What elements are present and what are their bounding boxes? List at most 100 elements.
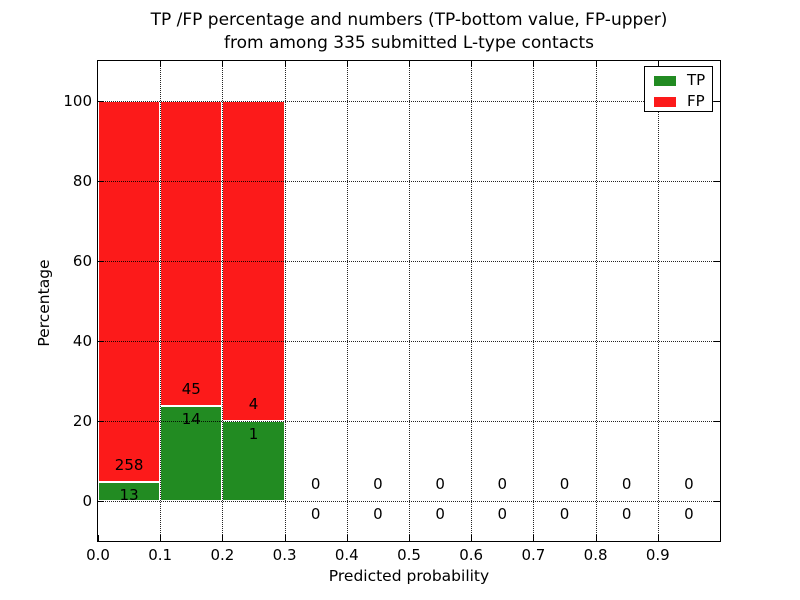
x-tick-mark-top bbox=[533, 61, 535, 67]
tp-count-label: 0 bbox=[435, 505, 445, 523]
bar-segment-tp bbox=[222, 421, 285, 501]
fp-count-label: 4 bbox=[248, 395, 259, 413]
gridline-vertical bbox=[533, 61, 535, 541]
y-tick-mark-right bbox=[714, 181, 720, 182]
tp-count-label: 0 bbox=[373, 505, 383, 523]
legend-swatch-tp bbox=[654, 76, 676, 86]
x-tick-mark bbox=[409, 535, 410, 541]
x-tick-mark-top bbox=[284, 61, 286, 67]
legend-label: TP bbox=[687, 71, 706, 89]
x-tick-label: 0.8 bbox=[583, 546, 608, 564]
x-tick-mark-top bbox=[595, 61, 597, 67]
x-tick-mark-top bbox=[657, 61, 659, 67]
tp-count-label: 14 bbox=[181, 410, 201, 429]
x-tick-mark bbox=[160, 535, 162, 541]
plot-area: TP FP 258 13 45 14 4 1 0 0 0 0 0 0 0 0 0 0 0 0 0 0 bbox=[97, 60, 721, 542]
x-tick-label: 0.6 bbox=[459, 546, 484, 564]
fp-count-label: 258 bbox=[114, 455, 144, 474]
tp-count-label: 0 bbox=[621, 505, 632, 523]
gridline-vertical bbox=[222, 61, 224, 541]
y-tick-mark-right bbox=[714, 261, 720, 262]
gridline-vertical bbox=[346, 61, 348, 541]
fp-count-label: 45 bbox=[181, 380, 201, 399]
legend-item-fp: FP bbox=[645, 92, 712, 110]
legend-swatch-fp bbox=[654, 97, 676, 107]
chart-title-line2: from among 335 submitted L-type contacts bbox=[223, 33, 594, 53]
fp-count-label: 0 bbox=[310, 475, 321, 493]
x-tick-label: 0.7 bbox=[521, 546, 546, 564]
x-tick-mark bbox=[471, 535, 473, 541]
y-tick-label: 80 bbox=[72, 172, 92, 190]
tp-count-label: 0 bbox=[310, 505, 321, 523]
y-tick-label: 20 bbox=[72, 412, 92, 430]
y-tick-label: 0 bbox=[82, 492, 92, 510]
x-tick-mark-top bbox=[346, 61, 348, 67]
bar-segment-tp bbox=[98, 481, 161, 501]
gridline-vertical bbox=[657, 61, 659, 541]
x-tick-label: 0.5 bbox=[397, 546, 421, 564]
x-tick-label: 0.9 bbox=[645, 546, 670, 564]
y-tick-mark bbox=[98, 101, 104, 102]
gridline-horizontal bbox=[98, 421, 720, 422]
x-tick-label: 0.2 bbox=[210, 546, 235, 564]
y-tick-mark-right bbox=[714, 421, 720, 422]
gridline-vertical bbox=[471, 61, 473, 541]
fp-count-label: 0 bbox=[559, 475, 570, 493]
chart-title: TP /FP percentage and numbers (TP-bottom… bbox=[97, 9, 721, 55]
gridline-horizontal bbox=[98, 101, 720, 102]
y-tick-label: 60 bbox=[72, 252, 92, 270]
y-tick-mark bbox=[98, 261, 104, 262]
tp-count-label: 13 bbox=[119, 485, 139, 504]
x-tick-mark bbox=[346, 535, 348, 541]
fp-count-label: 0 bbox=[684, 475, 694, 493]
tp-count-label: 0 bbox=[497, 505, 508, 523]
x-tick-label: 0.3 bbox=[272, 546, 297, 564]
gridline-vertical bbox=[160, 61, 162, 541]
y-tick-label: 100 bbox=[63, 92, 92, 110]
x-axis-title: Predicted probability bbox=[328, 567, 490, 585]
y-tick-mark bbox=[98, 501, 104, 502]
gridline-horizontal bbox=[98, 501, 720, 502]
fp-count-label: 0 bbox=[373, 475, 383, 493]
y-tick-mark bbox=[98, 181, 104, 182]
tp-count-label: 1 bbox=[248, 425, 259, 443]
x-tick-mark bbox=[533, 535, 535, 541]
x-tick-label: 0.4 bbox=[334, 546, 359, 564]
x-tick-mark bbox=[284, 535, 286, 541]
legend-item-tp: TP bbox=[645, 71, 712, 89]
legend-label: FP bbox=[687, 92, 705, 110]
gridline-vertical bbox=[409, 61, 410, 541]
fp-count-label: 0 bbox=[497, 475, 508, 493]
fp-count-label: 0 bbox=[621, 475, 632, 493]
tp-count-label: 0 bbox=[559, 505, 570, 523]
x-tick-label: 0.1 bbox=[148, 546, 173, 564]
x-tick-mark bbox=[595, 535, 597, 541]
x-tick-mark-top bbox=[222, 61, 224, 67]
gridline-vertical bbox=[595, 61, 597, 541]
y-tick-mark-right bbox=[714, 341, 720, 342]
x-tick-mark-top bbox=[409, 61, 410, 67]
y-tick-mark bbox=[98, 341, 104, 342]
bar-segment-fp bbox=[98, 101, 161, 482]
y-tick-mark-right bbox=[714, 501, 720, 502]
y-tick-label: 40 bbox=[72, 332, 92, 350]
gridline-horizontal bbox=[98, 341, 720, 342]
x-tick-mark-top bbox=[471, 61, 473, 67]
y-axis-title: Percentage bbox=[35, 259, 53, 347]
gridline-horizontal bbox=[98, 261, 720, 262]
legend: TP FP bbox=[644, 66, 713, 112]
x-tick-mark bbox=[222, 535, 224, 541]
y-tick-mark-right bbox=[714, 101, 720, 102]
x-tick-mark-top bbox=[160, 61, 162, 67]
x-tick-mark bbox=[98, 535, 99, 541]
x-tick-mark bbox=[657, 535, 659, 541]
x-tick-label: 0.0 bbox=[86, 546, 110, 564]
y-tick-mark bbox=[98, 421, 104, 422]
gridline-vertical bbox=[284, 61, 286, 541]
tp-count-label: 0 bbox=[684, 505, 694, 523]
bar-segment-fp bbox=[160, 101, 223, 407]
fp-count-label: 0 bbox=[435, 475, 445, 493]
gridline-horizontal bbox=[98, 181, 720, 182]
chart-title-line1: TP /FP percentage and numbers (TP-bottom… bbox=[150, 10, 668, 30]
